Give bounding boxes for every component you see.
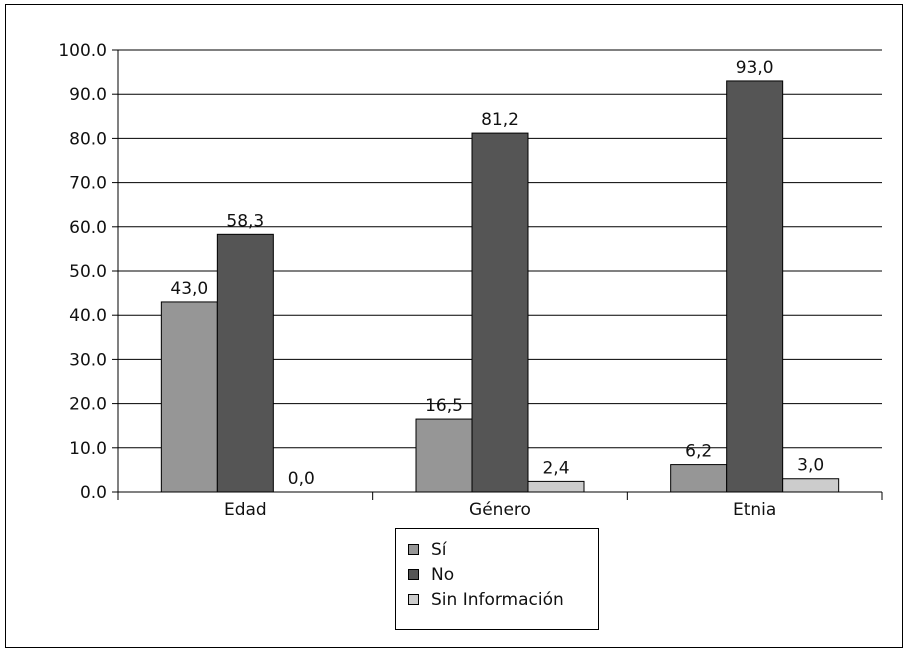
data-label: 16,5 <box>425 396 463 416</box>
y-tick-label: 10.0 <box>69 439 107 459</box>
bar <box>670 464 728 493</box>
legend-item-sin-informacion: Sin Información <box>408 587 598 612</box>
data-label: 0,0 <box>288 469 315 489</box>
bar <box>782 478 840 493</box>
bar <box>415 418 473 493</box>
legend-label-si: Sí <box>431 539 447 560</box>
legend-label-no: No <box>431 564 455 585</box>
data-label: 43,0 <box>170 279 208 299</box>
bar <box>471 132 529 493</box>
data-label: 93,0 <box>736 58 774 78</box>
y-tick-label: 30.0 <box>69 350 107 370</box>
y-tick-label: 100.0 <box>58 41 107 61</box>
legend: Sí No Sin Información <box>395 528 599 630</box>
y-tick-label: 80.0 <box>69 129 107 149</box>
bar <box>160 301 218 493</box>
data-label: 81,2 <box>481 110 519 130</box>
y-tick-label: 40.0 <box>69 306 107 326</box>
data-labels: 43,0 58,3 0,0 16,5 81,2 2,4 6,2 93,0 3,0 <box>170 58 824 489</box>
y-tick-label: 60.0 <box>69 218 107 238</box>
legend-item-no: No <box>408 562 598 587</box>
x-tick-label: Edad <box>224 500 267 520</box>
data-label: 3,0 <box>797 456 824 476</box>
y-tick-label: 0.0 <box>80 483 107 503</box>
data-label: 58,3 <box>226 211 264 231</box>
bar <box>726 80 784 493</box>
x-tick-label: Género <box>469 500 531 520</box>
legend-label-sin-informacion: Sin Información <box>431 589 564 610</box>
legend-item-si: Sí <box>408 537 598 562</box>
legend-swatch-sin-informacion <box>408 594 419 605</box>
bar <box>527 480 585 493</box>
data-label: 2,4 <box>542 458 569 478</box>
legend-swatch-si <box>408 544 419 555</box>
y-tick-label: 90.0 <box>69 85 107 105</box>
bars <box>160 80 840 493</box>
y-tick-label: 70.0 <box>69 174 107 194</box>
data-label: 6,2 <box>685 442 712 462</box>
y-tick-label: 50.0 <box>69 262 107 282</box>
legend-swatch-no <box>408 569 419 580</box>
x-tick-label: Etnia <box>733 500 776 520</box>
bar <box>216 233 274 493</box>
y-tick-label: 20.0 <box>69 395 107 415</box>
